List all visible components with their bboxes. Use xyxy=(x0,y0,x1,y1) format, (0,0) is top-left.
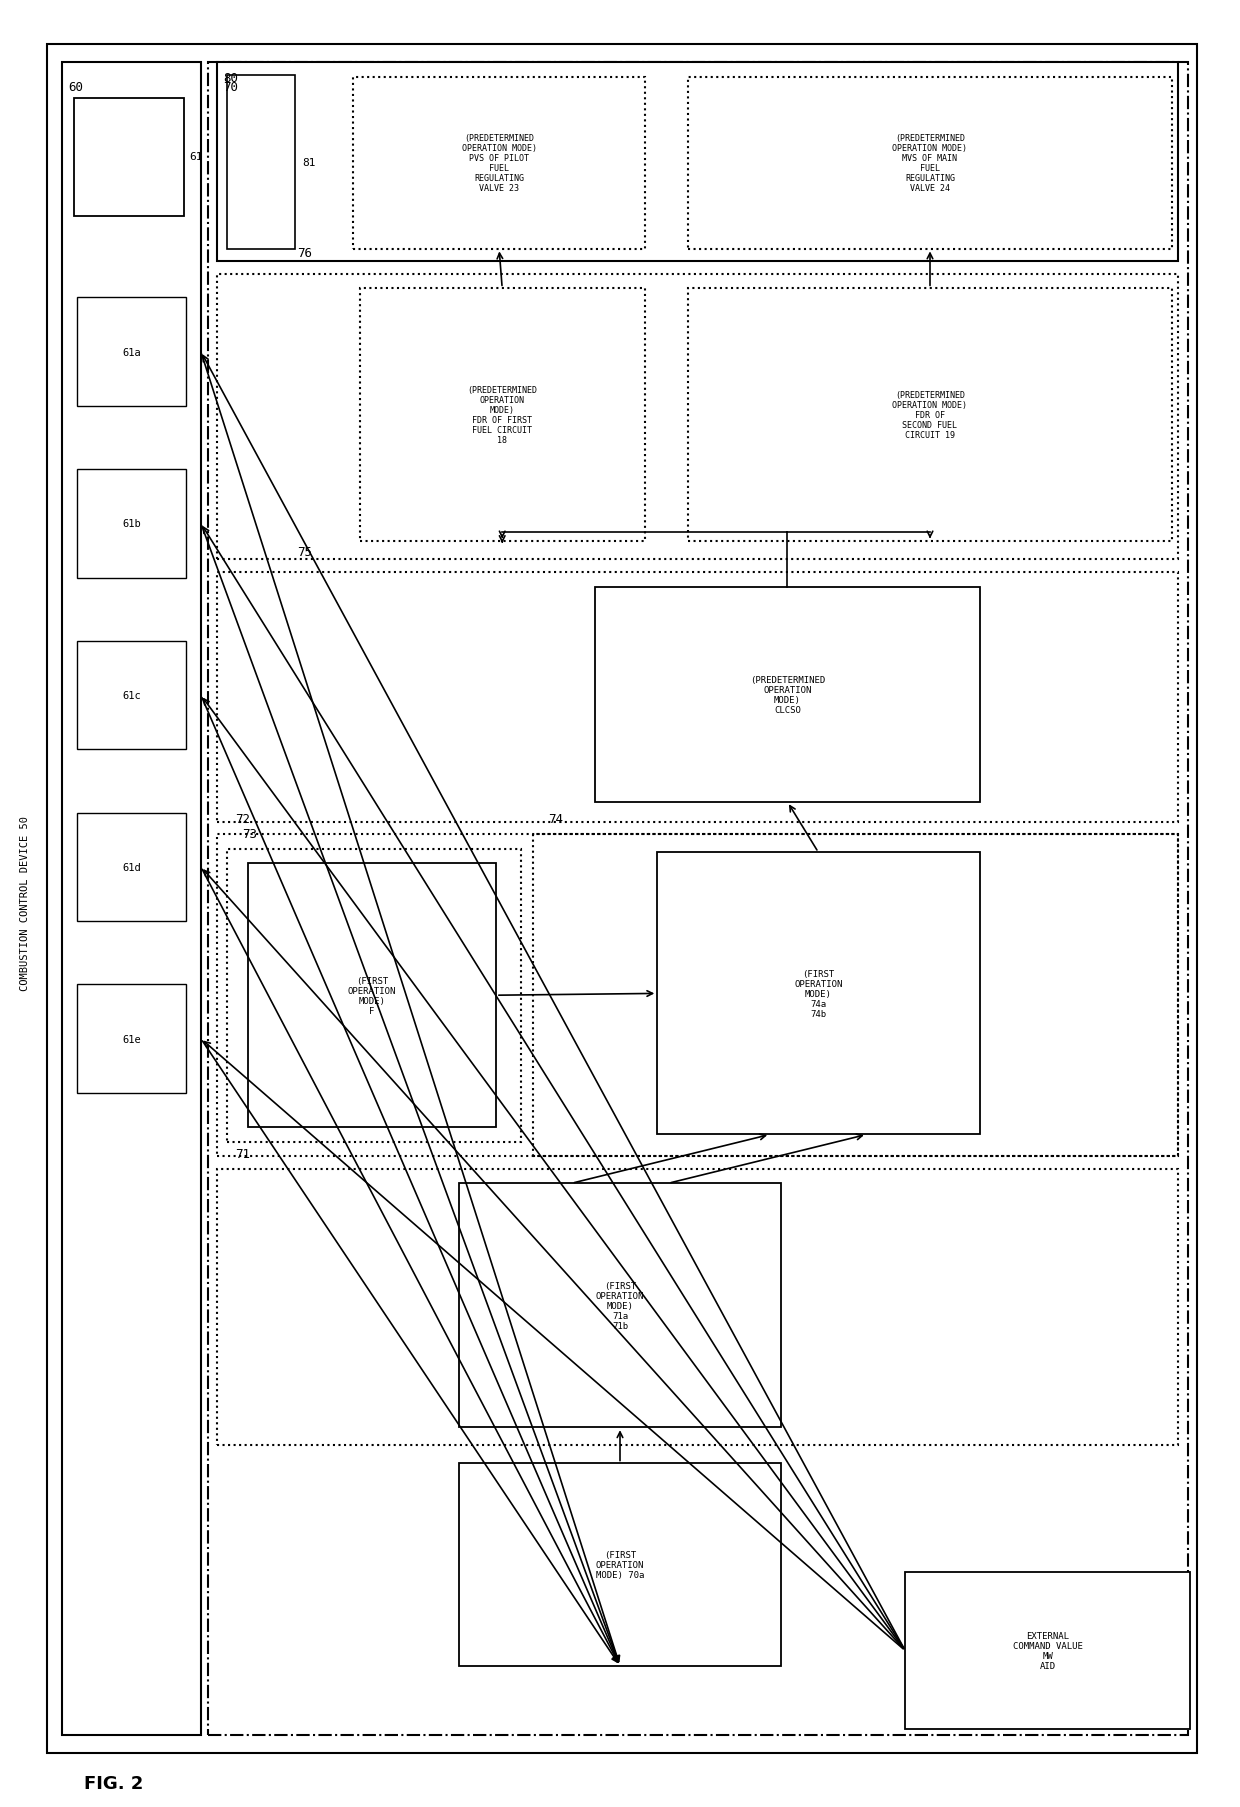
Text: 74: 74 xyxy=(548,813,563,826)
Text: 60: 60 xyxy=(68,81,83,94)
Bar xyxy=(217,1169,1178,1446)
Bar xyxy=(688,289,1172,542)
Text: COMBUSTION CONTROL DEVICE 50: COMBUSTION CONTROL DEVICE 50 xyxy=(20,817,30,990)
Bar xyxy=(77,985,186,1093)
Text: (FIRST
OPERATION
MODE)
74a
74b: (FIRST OPERATION MODE) 74a 74b xyxy=(794,969,843,1019)
Bar xyxy=(353,78,645,249)
Text: 61b: 61b xyxy=(122,519,141,529)
Text: 61: 61 xyxy=(190,152,203,163)
Bar xyxy=(360,289,645,542)
Text: (FIRST
OPERATION
MODE)
71a
71b: (FIRST OPERATION MODE) 71a 71b xyxy=(595,1281,645,1330)
Text: (PREDETERMINED
OPERATION
MODE)
FDR OF FIRST
FUEL CIRCUIT
18: (PREDETERMINED OPERATION MODE) FDR OF FI… xyxy=(467,387,537,445)
Text: EXTERNAL
COMMAND VALUE
MW
AID: EXTERNAL COMMAND VALUE MW AID xyxy=(1013,1632,1083,1670)
Text: 61a: 61a xyxy=(122,347,141,358)
Bar xyxy=(657,853,980,1135)
Text: 61e: 61e xyxy=(122,1034,141,1044)
Text: 61d: 61d xyxy=(122,862,141,873)
Text: (PREDETERMINED
OPERATION MODE)
PVS OF PILOT
FUEL
REGULATING
VALVE 23: (PREDETERMINED OPERATION MODE) PVS OF PI… xyxy=(461,134,537,193)
Text: 73: 73 xyxy=(242,828,257,840)
Text: (PREDETERMINED
OPERATION MODE)
FDR OF
SECOND FUEL
CIRCUIT 19: (PREDETERMINED OPERATION MODE) FDR OF SE… xyxy=(893,390,967,441)
Bar xyxy=(74,99,184,217)
Bar xyxy=(62,63,201,1735)
Bar xyxy=(533,835,1178,1156)
Bar xyxy=(77,298,186,407)
Bar xyxy=(459,1464,781,1666)
Bar xyxy=(227,849,521,1142)
Bar xyxy=(459,1184,781,1428)
Bar xyxy=(77,470,186,578)
Text: (FIRST
OPERATION
MODE) 70a: (FIRST OPERATION MODE) 70a xyxy=(595,1550,645,1579)
Text: FIG. 2: FIG. 2 xyxy=(84,1774,144,1793)
Bar xyxy=(217,835,1178,1156)
Bar xyxy=(217,275,1178,560)
Text: (PREDETERMINED
OPERATION
MODE)
CLCSO: (PREDETERMINED OPERATION MODE) CLCSO xyxy=(750,676,825,714)
Text: 75: 75 xyxy=(298,546,312,558)
Bar xyxy=(217,63,1178,262)
Bar xyxy=(688,78,1172,249)
Bar xyxy=(227,76,295,249)
Text: (PREDETERMINED
OPERATION MODE)
MVS OF MAIN
FUEL
REGULATING
VALVE 24: (PREDETERMINED OPERATION MODE) MVS OF MA… xyxy=(893,134,967,193)
Text: 80: 80 xyxy=(223,72,238,85)
Text: 81: 81 xyxy=(303,157,316,168)
Bar xyxy=(77,813,186,922)
Bar xyxy=(905,1572,1190,1729)
Bar xyxy=(595,587,980,802)
Text: 72: 72 xyxy=(236,813,250,826)
Bar xyxy=(77,641,186,750)
Bar xyxy=(208,63,1188,1735)
Text: 71: 71 xyxy=(236,1147,250,1160)
Text: 76: 76 xyxy=(298,248,312,260)
Bar xyxy=(248,864,496,1128)
Text: 61c: 61c xyxy=(122,690,141,701)
Text: (FIRST
OPERATION
MODE)
F: (FIRST OPERATION MODE) F xyxy=(347,976,397,1016)
Text: 70: 70 xyxy=(223,81,238,94)
Bar xyxy=(217,573,1178,822)
